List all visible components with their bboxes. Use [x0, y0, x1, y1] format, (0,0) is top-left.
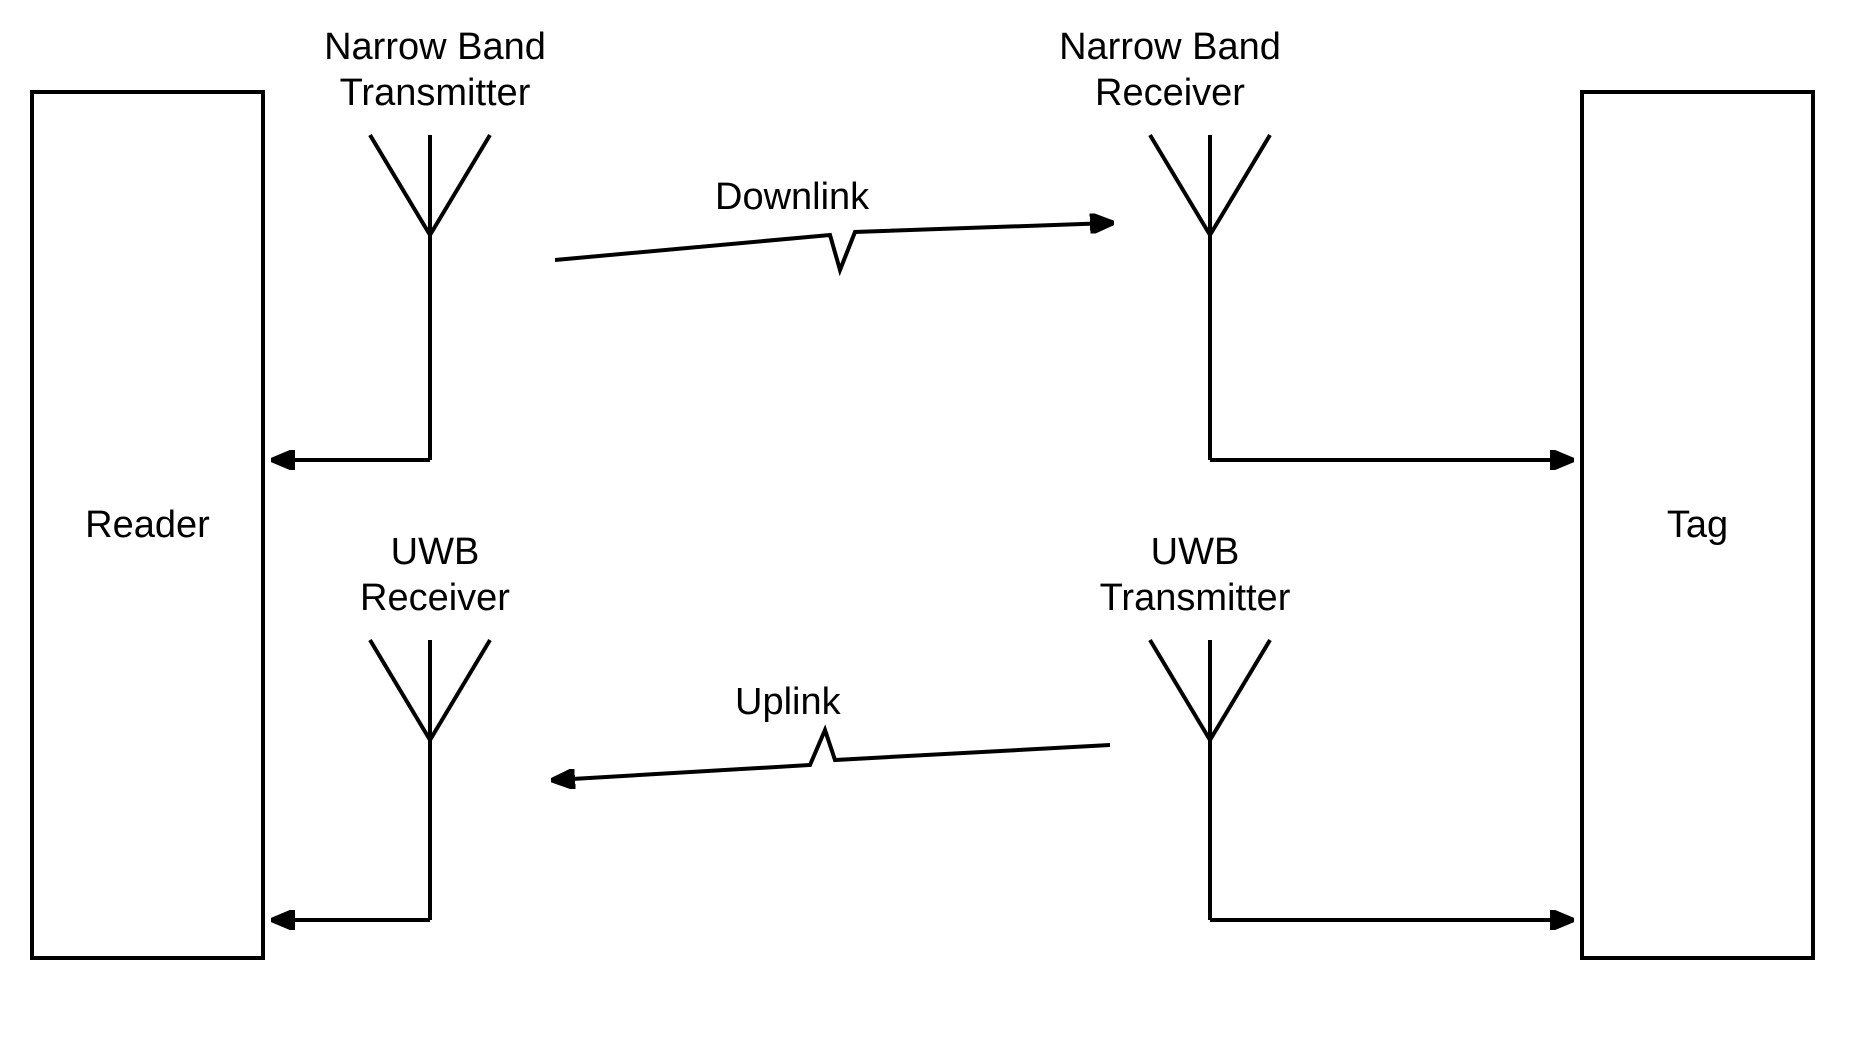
uwb-transmitter-label: UWB Transmitter — [1080, 530, 1310, 621]
diagram-svg — [0, 0, 1852, 1050]
reader-label: Reader — [85, 504, 210, 547]
antenna-nb-receiver-icon — [1150, 135, 1270, 460]
downlink-label: Downlink — [715, 175, 869, 221]
diagram-canvas: Reader Tag Narrow Band Transmitter Narro… — [0, 0, 1852, 1050]
antenna-nb-transmitter-icon — [370, 135, 490, 460]
antenna-uwb-transmitter-icon — [1150, 640, 1270, 920]
antenna-uwb-receiver-icon — [370, 640, 490, 920]
uplink-arrow — [555, 730, 1110, 780]
nb-transmitter-label: Narrow Band Transmitter — [295, 25, 575, 116]
nb-receiver-label: Narrow Band Receiver — [1030, 25, 1310, 116]
reader-box: Reader — [30, 90, 265, 960]
tag-label: Tag — [1667, 504, 1728, 547]
uwb-receiver-label: UWB Receiver — [345, 530, 525, 621]
downlink-arrow — [555, 223, 1110, 270]
uplink-label: Uplink — [735, 680, 841, 726]
tag-box: Tag — [1580, 90, 1815, 960]
